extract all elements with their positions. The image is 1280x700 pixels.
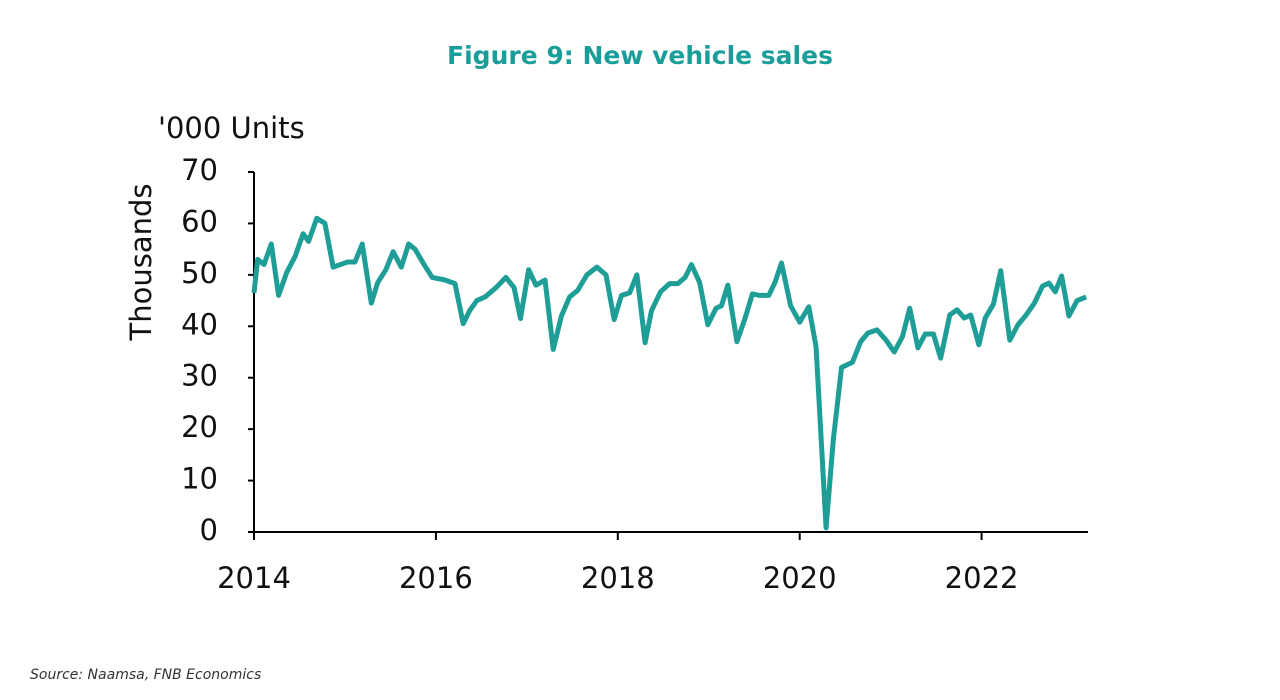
y-tick-label: 0 [200,513,218,547]
x-tick-label: 2016 [399,561,473,595]
x-tick-label: 2022 [945,561,1019,595]
x-tick-label: 2020 [763,561,837,595]
y-axis-label: Thousands [124,184,158,342]
y-tick-label: 40 [181,307,218,341]
chart-title: Figure 9: New vehicle sales [447,41,833,70]
y-tick-label: 10 [181,462,218,496]
y-tick-label: 70 [181,153,218,187]
y-tick-label: 30 [181,359,218,393]
x-tick-label: 2018 [581,561,655,595]
y-unit-label: '000 Units [158,111,305,145]
source-note: Source: Naamsa, FNB Economics [30,667,261,683]
x-tick-label: 2014 [217,561,291,595]
series-line [251,215,1088,531]
y-tick-label: 50 [181,256,218,290]
y-tick-label: 20 [181,410,218,444]
y-tick-label: 60 [181,204,218,238]
